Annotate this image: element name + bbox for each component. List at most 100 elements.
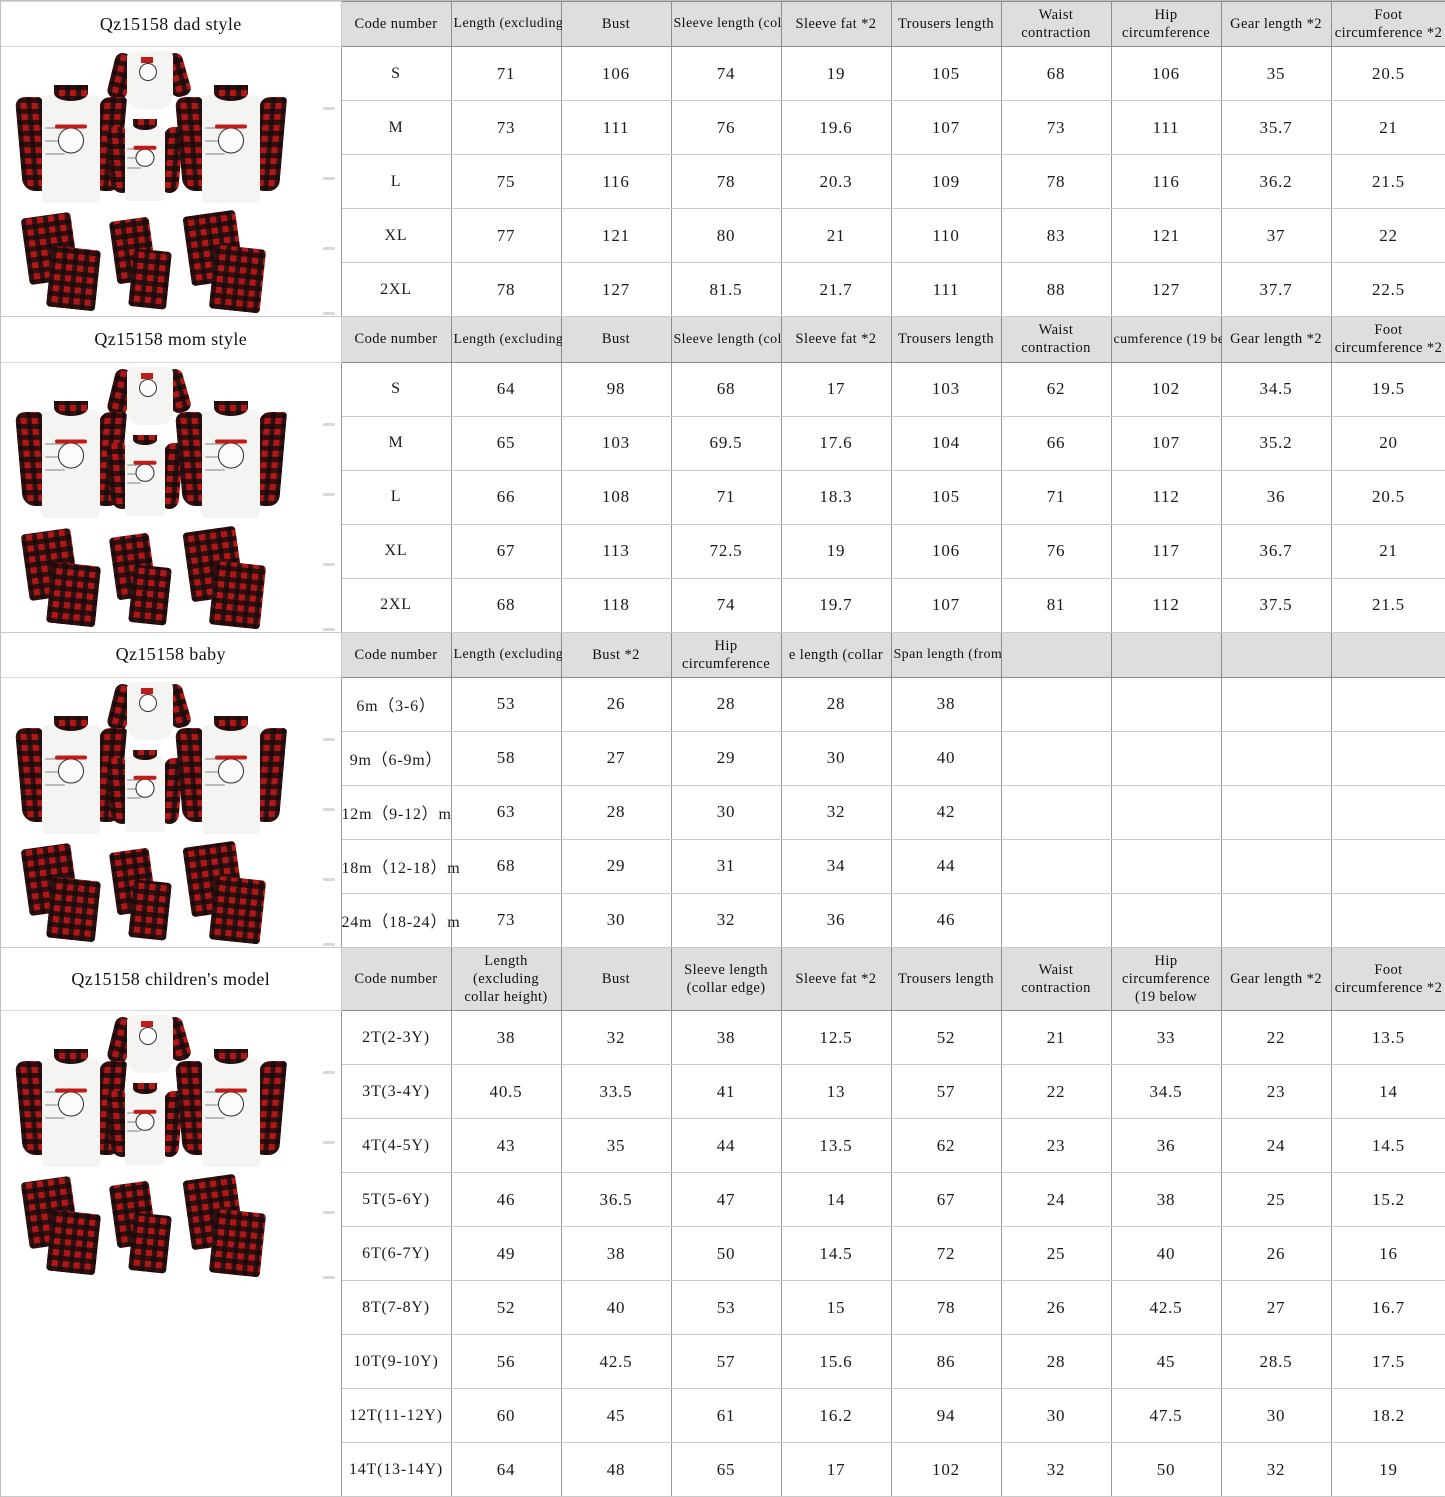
cell-children-r7-c3: 61 xyxy=(671,1388,782,1444)
cell-children-r7-c6: 30 xyxy=(1001,1388,1112,1444)
cell-empty xyxy=(1221,839,1332,894)
cell-children-r5-c1: 52 xyxy=(451,1280,562,1336)
header-cell-children-5: Trousers length xyxy=(891,946,1002,1012)
cell-baby-r3-c2: 29 xyxy=(561,839,672,894)
collar xyxy=(133,119,157,130)
onesie-snowman xyxy=(139,693,157,712)
cell-baby-r1-c0: 9m（6-9m） xyxy=(341,731,452,786)
cell-dad-r1-c5: 107 xyxy=(891,100,1002,156)
table-row: L 66 108 71 18.3 105 71 112 36 20.5 xyxy=(1,470,1445,525)
script-text-line xyxy=(205,783,226,786)
header-cell-children-1: Length (excluding collar height) xyxy=(451,946,562,1012)
cell-baby-r0-c4: 28 xyxy=(781,677,892,732)
onesie-hat xyxy=(141,372,153,379)
snowman-head xyxy=(58,127,84,154)
header-cell-dad-1: Length (excluding collar height) xyxy=(451,0,647,48)
cell-children-r0-c1: 38 xyxy=(451,1010,562,1066)
cell-mom-r1-c7: 107 xyxy=(1111,416,1222,471)
table-row: 12m（9-12）m 63 28 30 32 42 xyxy=(1,785,1445,840)
cell-children-r8-c5: 102 xyxy=(891,1442,1002,1497)
snowman-graphic xyxy=(130,1109,159,1131)
header-cell-children-8: Gear length *2 xyxy=(1221,946,1332,1012)
script-text-line xyxy=(45,783,66,786)
snowman-head xyxy=(135,779,155,798)
cell-baby-r2-c5: 42 xyxy=(891,785,1002,840)
header-cell-children-7: Hip circumference (19 below xyxy=(1111,946,1222,1012)
cell-empty xyxy=(1001,731,1112,786)
table-row: S 64 98 68 17 103 62 102 34.5 19.5 xyxy=(1,362,1445,633)
cell-children-r7-c0: 12T(11-12Y) xyxy=(341,1388,452,1444)
snowman-head xyxy=(218,127,244,154)
cell-children-r5-c7: 42.5 xyxy=(1111,1280,1222,1336)
cell-mom-r1-c3: 69.5 xyxy=(671,416,782,471)
cell-mom-r2-c3: 71 xyxy=(671,470,782,525)
pajama-top xyxy=(14,1049,128,1168)
table-row: 5T(5-6Y) 46 36.5 47 14 67 24 38 25 15.2 xyxy=(1,1172,1445,1228)
cell-dad-r0-c9: 20.5 xyxy=(1331,46,1445,102)
section-header-row-baby: Qz15158 baby Code number Length (excluding… xyxy=(1,631,1445,678)
cell-empty xyxy=(1331,893,1445,948)
snowman-graphic xyxy=(210,439,252,469)
cell-mom-r1-c8: 35.2 xyxy=(1221,416,1332,471)
collar xyxy=(54,1049,88,1065)
cell-mom-r3-c7: 117 xyxy=(1111,524,1222,579)
cell-dad-r4-c6: 88 xyxy=(1001,262,1112,318)
cell-children-r8-c6: 32 xyxy=(1001,1442,1112,1497)
cell-mom-r2-c0: L xyxy=(341,470,452,525)
cell-mom-r4-c5: 107 xyxy=(891,578,1002,633)
page-edge-tick xyxy=(323,1071,335,1075)
cell-empty xyxy=(1111,893,1222,948)
table-row: 6T(6-7Y) 49 38 50 14.5 72 25 40 26 16 xyxy=(1,1226,1445,1282)
table-row: 4T(4-5Y) 43 35 44 13.5 62 23 36 24 14.5 xyxy=(1,1118,1445,1174)
page-edge-tick xyxy=(323,627,335,631)
cell-children-r6-c3: 57 xyxy=(671,1334,782,1390)
cell-mom-r2-c8: 36 xyxy=(1221,470,1332,525)
script-text-line xyxy=(127,166,141,169)
section-title-mom: Qz15158 mom style xyxy=(1,316,342,363)
page-edge-tick xyxy=(323,247,335,251)
onesie-snowman xyxy=(139,378,157,397)
pant-leg-right xyxy=(45,245,102,312)
cell-baby-r1-c4: 30 xyxy=(781,731,892,786)
cell-dad-r2-c7: 116 xyxy=(1111,154,1222,210)
page-edge-tick xyxy=(323,1276,335,1280)
cell-children-r3-c1: 46 xyxy=(451,1172,562,1228)
cell-children-r0-c0: 2T(2-3Y) xyxy=(341,1010,452,1066)
cell-mom-r0-c7: 102 xyxy=(1111,362,1222,417)
cell-baby-r1-c5: 40 xyxy=(891,731,1002,786)
cell-empty xyxy=(1331,677,1445,732)
cell-mom-r0-c3: 68 xyxy=(671,362,782,417)
cell-children-r0-c8: 22 xyxy=(1221,1010,1332,1066)
cell-children-r4-c2: 38 xyxy=(561,1226,672,1282)
cell-children-r5-c4: 15 xyxy=(781,1280,892,1336)
cell-dad-r3-c4: 21 xyxy=(781,208,892,264)
cell-empty xyxy=(1331,731,1445,786)
cell-dad-r2-c4: 20.3 xyxy=(781,154,892,210)
cell-children-r0-c7: 33 xyxy=(1111,1010,1222,1066)
cell-dad-r4-c4: 21.7 xyxy=(781,262,892,318)
pajama-pants xyxy=(20,527,109,627)
pajama-top xyxy=(174,715,288,834)
header-cell-baby-1: Length (excluding collar height) xyxy=(451,631,647,678)
pant-leg-right xyxy=(208,1208,267,1278)
cell-dad-r3-c8: 37 xyxy=(1221,208,1332,264)
cell-dad-r4-c7: 127 xyxy=(1111,262,1222,318)
header-cell-dad-6: Waist contraction xyxy=(1001,0,1112,48)
onesie-hat xyxy=(141,687,153,694)
torso-panel xyxy=(41,725,101,834)
cell-children-r7-c1: 60 xyxy=(451,1388,562,1444)
cell-children-r4-c4: 14.5 xyxy=(781,1226,892,1282)
table-row: 2XL 78 127 81.5 21.7 111 88 127 37.7 22.5 xyxy=(1,262,1445,318)
cell-mom-r3-c3: 72.5 xyxy=(671,524,782,579)
baby-onesie xyxy=(105,51,193,113)
cell-mom-r2-c6: 71 xyxy=(1001,470,1112,525)
header-cell-mom-9: Foot circumference *2 xyxy=(1331,316,1445,363)
pant-leg-right xyxy=(45,1209,102,1276)
product-photo xyxy=(1,47,341,317)
collar xyxy=(54,715,88,732)
cell-children-r8-c0: 14T(13-14Y) xyxy=(341,1442,452,1497)
table-row: L 75 116 78 20.3 109 78 116 36.2 21.5 xyxy=(1,154,1445,210)
cell-children-r2-c6: 23 xyxy=(1001,1118,1112,1174)
script-text-line xyxy=(45,140,63,143)
